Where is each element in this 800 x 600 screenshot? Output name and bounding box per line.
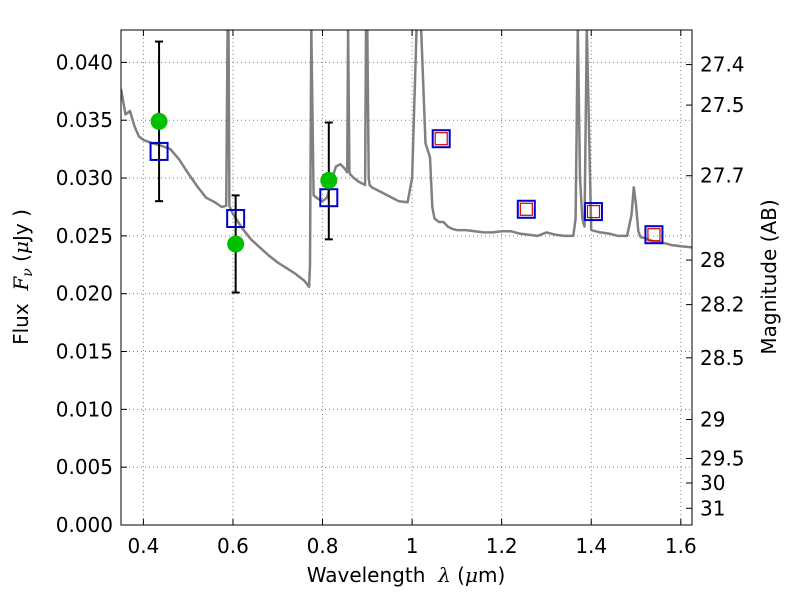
x-tick-label: 1.2 bbox=[486, 534, 518, 558]
x-axis-label-unit-mu: μ bbox=[465, 563, 478, 587]
y2-tick-label: 31 bbox=[700, 496, 725, 520]
x-axis-label: Wavelength λ (μm) bbox=[307, 563, 506, 587]
y-axis-label-text: Flux bbox=[9, 303, 33, 345]
y2-tick-label: 30 bbox=[700, 471, 725, 495]
y-tick-label: 0.035 bbox=[56, 108, 113, 132]
x-axis-ticks: 0.4 0.6 0.8 1 1.2 1.4 1.6 bbox=[127, 30, 697, 558]
y-axis-label: Flux Fν (μJy ) bbox=[9, 209, 36, 345]
model-phot-marker bbox=[431, 129, 451, 149]
observed-point bbox=[227, 235, 245, 253]
y2-tick-label: 29.5 bbox=[700, 446, 745, 470]
y-tick-label: 0.020 bbox=[56, 282, 113, 306]
model-phot-inner-marker bbox=[647, 228, 661, 242]
x-tick-label: 1 bbox=[406, 534, 419, 558]
y2-tick-label: 27.5 bbox=[700, 93, 745, 117]
model-phot-marker bbox=[226, 209, 246, 229]
y2-tick-label: 28 bbox=[700, 248, 725, 272]
model-phot-inner-marker bbox=[586, 204, 601, 219]
model-phot-inner-marker bbox=[519, 202, 533, 216]
y-axis-label-unit-open: ( bbox=[9, 254, 33, 268]
y-axis-label-symbol: F bbox=[9, 276, 33, 292]
model-phot-marker bbox=[149, 141, 169, 161]
x-tick-label: 0.8 bbox=[307, 534, 339, 558]
y-tick-label: 0.025 bbox=[56, 224, 113, 248]
plot-area bbox=[121, 30, 692, 294]
x-tick-label: 1.6 bbox=[665, 534, 697, 558]
y-axis-ticks: 0.000 0.005 0.010 0.015 0.020 0.025 0.030 0.035… bbox=[56, 50, 127, 537]
x-tick-label: 0.4 bbox=[127, 534, 159, 558]
model-phot-inner-marker bbox=[434, 132, 448, 146]
y2-tick-label: 28.5 bbox=[700, 346, 745, 370]
model-sed-line bbox=[121, 30, 692, 289]
grid bbox=[121, 30, 692, 526]
y2-tick-label: 28.2 bbox=[700, 293, 745, 317]
observed-point bbox=[150, 112, 168, 130]
plot-frame bbox=[120, 29, 693, 526]
observed-point bbox=[320, 171, 338, 189]
y2-tick-label: 29 bbox=[700, 408, 725, 432]
model-phot-marker bbox=[516, 199, 536, 219]
model-phot-marker bbox=[583, 202, 603, 222]
y-tick-label: 0.005 bbox=[56, 455, 113, 479]
y-axis-label-unit-close: Jy ) bbox=[9, 209, 33, 243]
y-tick-label: 0.015 bbox=[56, 340, 113, 364]
x-axis-label-text: Wavelength bbox=[307, 563, 426, 587]
x-axis-label-symbol: λ bbox=[437, 563, 451, 587]
y2-tick-label: 27.4 bbox=[700, 53, 745, 77]
x-axis-label-unit-close: m) bbox=[478, 563, 505, 587]
y-tick-label: 0.030 bbox=[56, 166, 113, 190]
model-phot-marker bbox=[319, 188, 339, 208]
y-axis-label-unit-mu: μ bbox=[9, 241, 33, 254]
y-tick-label: 0.000 bbox=[56, 513, 113, 537]
y2-axis-label: Magnitude (AB) bbox=[757, 199, 781, 354]
model-phot-marker bbox=[644, 225, 664, 245]
x-tick-label: 1.4 bbox=[575, 534, 607, 558]
x-axis-label-unit-open: ( bbox=[451, 563, 465, 587]
y-axis-label-symbol-sub: ν bbox=[20, 268, 36, 277]
y-tick-label: 0.010 bbox=[56, 397, 113, 421]
y-tick-label: 0.040 bbox=[56, 50, 113, 74]
x-tick-label: 0.6 bbox=[217, 534, 249, 558]
y2-tick-label: 27.7 bbox=[700, 164, 745, 188]
axes-frame bbox=[120, 29, 693, 526]
